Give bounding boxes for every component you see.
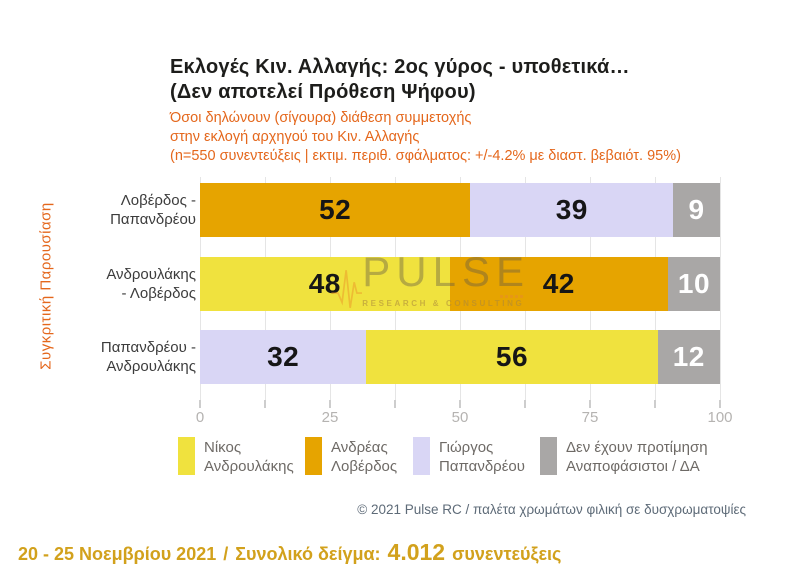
- chart-subtitle-line-2: στην εκλογή αρχηγού του Κιν. Αλλαγής: [170, 129, 420, 145]
- legend-label: Γιώργος Παπανδρέου: [439, 437, 525, 476]
- bar-segment-undecided: 9: [673, 183, 720, 237]
- bar-value: 39: [555, 194, 588, 225]
- legend-swatch: [540, 437, 557, 475]
- copyright-note: © 2021 Pulse RC / παλέτα χρωμάτων φιλική…: [357, 502, 746, 517]
- category-label-line: Παπανδρέου -: [100, 339, 196, 356]
- bar-value: 56: [495, 341, 529, 372]
- chart-subtitle-line-1: Όσοι δηλώνουν (σίγουρα) διάθεση συμμετοχ…: [170, 110, 472, 126]
- legend: Νίκος Ανδρουλάκης Ανδρέας Λοβέρδος Γιώργος Πα…: [0, 437, 792, 483]
- bar-segment-loverdos: 52: [200, 183, 471, 237]
- legend-item-papandreou: Γιώργος Παπανδρέου: [413, 437, 525, 476]
- axis-tick: [329, 400, 331, 408]
- chart-title-line-2: (Δεν αποτελεί Πρόθεση Ψήφου): [170, 81, 476, 103]
- category-labels: Λοβέρδος - Παπανδρέου Ανδρουλάκης - Λοβέρδο…: [36, 177, 196, 400]
- legend-label-line: Γιώργος: [439, 439, 494, 456]
- bar-segment-androulakis: 48: [200, 257, 450, 311]
- axis-tick: [264, 400, 266, 408]
- legend-label-line: Παπανδρέου: [439, 458, 525, 475]
- bar-segment-undecided: 10: [667, 257, 720, 311]
- category-label-line: Λοβέρδος -: [120, 192, 196, 209]
- category-label-line: Ανδρουλάκης: [106, 266, 196, 283]
- bar-row: 32 56 12: [200, 330, 720, 384]
- legend-item-androulakis: Νίκος Ανδρουλάκης: [178, 437, 294, 476]
- chart-subtitle: Όσοι δηλώνουν (σίγουρα) διάθεση συμμετοχ…: [170, 109, 681, 166]
- chart-title-line-1: Εκλογές Κιν. Αλλαγής: 2ος γύρος - υποθετ…: [170, 56, 630, 78]
- bar-segment-undecided: 12: [657, 330, 720, 384]
- bar-segment-papandreou: 32: [200, 330, 367, 384]
- plot-area: 52 39 9 48 42 10 32 56 12: [200, 177, 721, 400]
- bar-value: 42: [542, 268, 575, 299]
- axis-tick-label: 50: [451, 409, 469, 426]
- category-label-line: Παπανδρέου: [110, 211, 196, 228]
- category-label: Ανδρουλάκης - Λοβέρδος: [36, 257, 196, 311]
- legend-label-line: Αναποφάσιστοι / ΔΑ: [566, 458, 700, 475]
- bar-row: 52 39 9: [200, 183, 720, 237]
- bar-value: 9: [688, 194, 705, 225]
- axis-tick: [524, 400, 526, 408]
- axis-tick-label: 25: [321, 409, 339, 426]
- footer-sample-value: 4.012: [387, 539, 446, 565]
- axis-tick-label: 100: [707, 409, 733, 426]
- bar-segment-papandreou: 39: [470, 183, 674, 237]
- legend-label-line: Δεν έχουν προτίμηση: [566, 439, 708, 456]
- footer-date-range: 20 - 25 Νοεμβρίου 2021: [18, 544, 217, 564]
- bar-row: 48 42 10: [200, 257, 720, 311]
- category-label-line: Ανδρουλάκης: [106, 358, 196, 375]
- axis-tick-label: 0: [195, 409, 205, 426]
- axis-tick: [654, 400, 656, 408]
- chart-title: Εκλογές Κιν. Αλλαγής: 2ος γύρος - υποθετ…: [170, 55, 630, 105]
- bar-value: 48: [308, 268, 341, 299]
- axis-tick: [589, 400, 591, 408]
- axis-tick: [394, 400, 396, 408]
- category-label-line: - Λοβέρδος: [121, 285, 196, 302]
- legend-item-undecided: Δεν έχουν προτίμηση Αναποφάσιστοι / ΔΑ: [540, 437, 708, 476]
- legend-swatch: [305, 437, 322, 475]
- legend-label-line: Λοβέρδος: [331, 458, 398, 475]
- footer-bar: 20 - 25 Νοεμβρίου 2021 / Συνολικό δείγμα…: [0, 528, 792, 583]
- axis-tick-label: 75: [581, 409, 599, 426]
- footer-text: 20 - 25 Νοεμβρίου 2021 / Συνολικό δείγμα…: [18, 539, 561, 566]
- legend-swatch: [413, 437, 430, 475]
- legend-label-line: Ανδρουλάκης: [204, 458, 294, 475]
- x-axis: 0 25 50 75 100: [196, 400, 733, 428]
- axis-tick: [719, 400, 721, 408]
- category-label: Λοβέρδος - Παπανδρέου: [36, 183, 196, 237]
- legend-swatch: [178, 437, 195, 475]
- footer-sample-unit: συνεντεύξεις: [452, 544, 562, 564]
- bar-segment-loverdos: 42: [449, 257, 668, 311]
- legend-label-line: Ανδρέας: [331, 439, 388, 456]
- legend-label: Νίκος Ανδρουλάκης: [204, 437, 294, 476]
- bar-segment-androulakis: 56: [366, 330, 658, 384]
- bar-value: 12: [672, 341, 705, 372]
- legend-label-line: Νίκος: [204, 439, 242, 456]
- chart-subtitle-line-3: (n=550 συνεντεύξεις | εκτιμ. περιθ. σφάλ…: [170, 148, 681, 164]
- footer-sample-label: Συνολικό δείγμα:: [235, 544, 381, 564]
- axis-tick: [459, 400, 461, 408]
- footer-separator: /: [223, 544, 229, 564]
- legend-label: Δεν έχουν προτίμηση Αναποφάσιστοι / ΔΑ: [566, 437, 708, 476]
- bar-value: 52: [319, 194, 352, 225]
- legend-label: Ανδρέας Λοβέρδος: [331, 437, 397, 476]
- gridline: [720, 177, 721, 400]
- bar-value: 32: [267, 341, 300, 372]
- legend-item-loverdos: Ανδρέας Λοβέρδος: [305, 437, 397, 476]
- bar-value: 10: [677, 268, 711, 299]
- category-label: Παπανδρέου - Ανδρουλάκης: [36, 330, 196, 384]
- axis-tick: [199, 400, 201, 408]
